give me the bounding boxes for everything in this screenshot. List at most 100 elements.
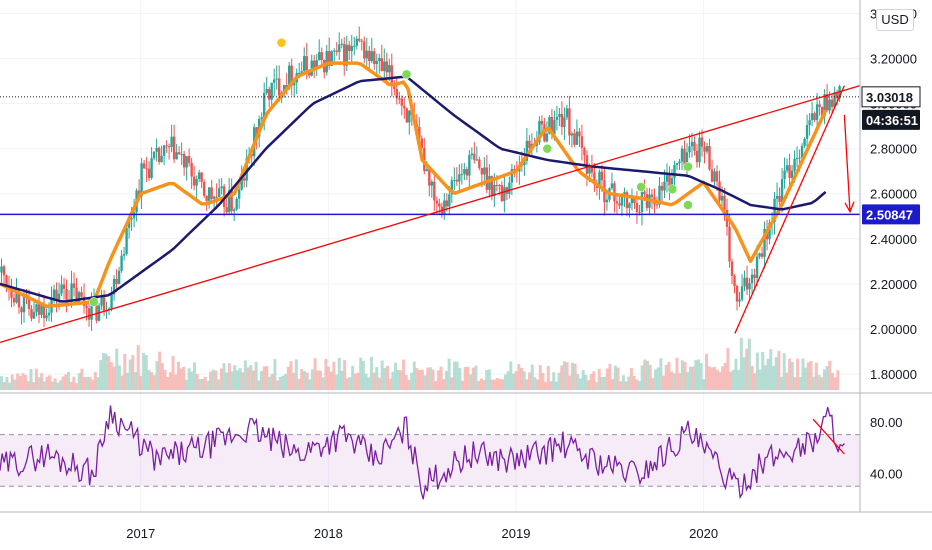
candle-body bbox=[127, 219, 131, 228]
candle-body bbox=[368, 50, 371, 62]
candle-body bbox=[708, 146, 711, 170]
volume-bar bbox=[426, 367, 430, 390]
volume-bar bbox=[806, 362, 810, 390]
volume-bar bbox=[134, 372, 138, 390]
candle-body bbox=[373, 51, 376, 64]
volume-bar bbox=[64, 374, 68, 390]
volume-bar bbox=[509, 361, 513, 390]
volume-bar bbox=[718, 371, 722, 390]
volume-bar bbox=[230, 371, 234, 390]
volume-bar bbox=[168, 372, 172, 390]
volume-bar bbox=[506, 371, 510, 390]
candle-body bbox=[0, 266, 3, 273]
candle-body bbox=[678, 161, 681, 164]
candle-body bbox=[165, 145, 168, 147]
drawings[interactable] bbox=[0, 84, 861, 344]
candle-body bbox=[338, 44, 341, 52]
volume-bar bbox=[246, 367, 250, 390]
candle-body bbox=[212, 196, 216, 199]
candle-body bbox=[300, 71, 303, 73]
volume-bar bbox=[353, 373, 357, 390]
volume-bar bbox=[589, 374, 593, 390]
volume-bar bbox=[5, 376, 9, 390]
long-term-trendline[interactable] bbox=[0, 84, 861, 344]
candle-body bbox=[270, 82, 273, 100]
volume-bar bbox=[174, 374, 178, 390]
volume-bar bbox=[621, 375, 625, 390]
volume-bar bbox=[530, 364, 534, 390]
candle-body bbox=[242, 178, 246, 181]
candle-body bbox=[310, 60, 313, 76]
candle-body bbox=[825, 94, 829, 111]
volume-bar bbox=[335, 374, 339, 390]
candle-body bbox=[12, 297, 16, 303]
recovery-trendline[interactable] bbox=[734, 85, 845, 334]
rsi-trendline[interactable] bbox=[812, 418, 845, 455]
volume-bar bbox=[305, 372, 309, 390]
currency-label[interactable]: USD bbox=[876, 9, 914, 31]
volume-bar bbox=[498, 378, 502, 390]
volume-bar bbox=[458, 368, 462, 390]
candle-body bbox=[110, 294, 113, 309]
candle-body bbox=[265, 89, 268, 93]
candle-body bbox=[568, 108, 571, 136]
volume-bars bbox=[0, 337, 840, 390]
volume-bar bbox=[833, 377, 837, 390]
candle-body bbox=[130, 218, 133, 220]
volume-bar bbox=[276, 380, 280, 390]
volume-bar bbox=[667, 361, 671, 390]
volume-bar bbox=[533, 377, 537, 390]
candle-body bbox=[190, 162, 193, 177]
volume-bar bbox=[471, 367, 475, 390]
candle-body bbox=[790, 170, 794, 179]
candle-body bbox=[122, 254, 126, 256]
candle-body bbox=[810, 113, 814, 121]
candle-body bbox=[778, 195, 781, 203]
volume-bar bbox=[123, 353, 127, 390]
volume-bar bbox=[412, 361, 416, 390]
rsi-line bbox=[0, 405, 845, 500]
volume-bar bbox=[125, 372, 129, 390]
candle-body bbox=[690, 141, 694, 147]
candle-body bbox=[425, 169, 429, 171]
volume-bar bbox=[69, 381, 73, 390]
volume-bar bbox=[809, 360, 813, 390]
volume-bar bbox=[696, 359, 700, 390]
volume-bar bbox=[469, 374, 473, 390]
volume-bar bbox=[678, 373, 682, 390]
price-tags: 3.03018 04:36:51 2.50847 bbox=[861, 86, 921, 225]
candle-body bbox=[663, 181, 666, 191]
projection-arrow[interactable] bbox=[843, 114, 851, 212]
price-tick-label: 2.80000 bbox=[870, 142, 917, 157]
volume-bar bbox=[479, 378, 483, 390]
candle-body bbox=[45, 315, 48, 319]
volume-bar bbox=[814, 362, 818, 390]
candle-body bbox=[458, 174, 461, 182]
volume-bar bbox=[624, 381, 628, 390]
candle-body bbox=[823, 94, 826, 117]
candle-body bbox=[72, 283, 76, 288]
candle-body bbox=[743, 277, 746, 287]
volume-bar bbox=[522, 371, 526, 390]
volume-bar bbox=[313, 358, 317, 390]
volume-bar bbox=[493, 379, 497, 390]
rsi-pane[interactable] bbox=[0, 405, 860, 500]
volume-bar bbox=[18, 376, 22, 390]
volume-bar bbox=[56, 382, 60, 390]
volume-bar bbox=[694, 360, 698, 390]
candle-body bbox=[538, 120, 541, 143]
volume-bar bbox=[750, 365, 754, 390]
candle-body bbox=[635, 203, 639, 212]
fast-moving-average-line bbox=[0, 61, 828, 309]
volume-bar bbox=[812, 376, 816, 390]
candle-body bbox=[760, 253, 764, 257]
candle-body bbox=[315, 60, 318, 69]
candle-body bbox=[428, 169, 431, 186]
candle-body bbox=[793, 158, 796, 171]
candle-body bbox=[633, 196, 636, 204]
candle-body bbox=[775, 195, 779, 199]
volume-bar bbox=[265, 365, 269, 390]
candle-body bbox=[237, 189, 241, 199]
